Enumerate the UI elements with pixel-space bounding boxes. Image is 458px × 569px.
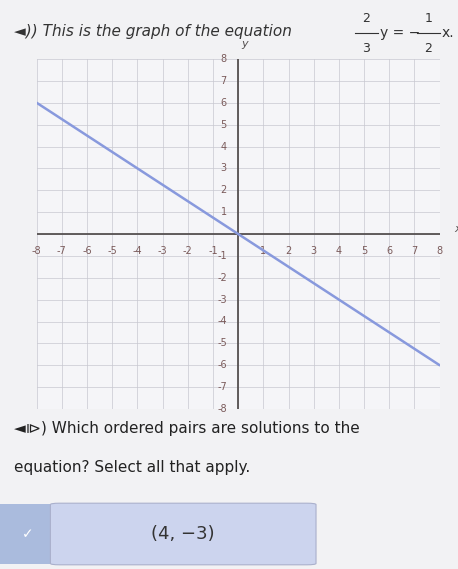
Text: -5: -5: [217, 339, 227, 348]
Text: equation? Select all that apply.: equation? Select all that apply.: [14, 460, 250, 475]
Text: 2: 2: [221, 185, 227, 195]
Text: 8: 8: [436, 246, 443, 256]
Text: -2: -2: [183, 246, 193, 256]
Text: 1: 1: [424, 11, 432, 24]
Text: -7: -7: [217, 382, 227, 392]
Text: 2: 2: [424, 42, 432, 55]
Text: -7: -7: [57, 246, 67, 256]
Text: 6: 6: [386, 246, 393, 256]
Text: x.: x.: [442, 26, 455, 40]
Text: 8: 8: [221, 54, 227, 64]
Text: -3: -3: [217, 295, 227, 304]
Text: -8: -8: [217, 404, 227, 414]
Text: -5: -5: [107, 246, 117, 256]
Text: 3: 3: [362, 42, 371, 55]
Text: ◄⧐) Which ordered pairs are solutions to the: ◄⧐) Which ordered pairs are solutions to…: [14, 421, 360, 436]
Text: 2: 2: [285, 246, 292, 256]
Text: -8: -8: [32, 246, 42, 256]
Text: y = −: y = −: [380, 26, 420, 40]
Text: -4: -4: [217, 316, 227, 327]
Text: -1: -1: [217, 251, 227, 261]
Text: 5: 5: [361, 246, 367, 256]
Text: 6: 6: [221, 98, 227, 108]
Text: 4: 4: [336, 246, 342, 256]
FancyBboxPatch shape: [0, 504, 55, 564]
Text: 3: 3: [311, 246, 317, 256]
Text: 3: 3: [221, 163, 227, 174]
Text: (4, −3): (4, −3): [152, 525, 215, 543]
Text: 7: 7: [221, 76, 227, 86]
Text: 4: 4: [221, 142, 227, 151]
Text: -3: -3: [158, 246, 168, 256]
Text: -2: -2: [217, 273, 227, 283]
Text: 5: 5: [221, 119, 227, 130]
Text: -6: -6: [82, 246, 92, 256]
Text: -6: -6: [217, 360, 227, 370]
Text: 1: 1: [221, 207, 227, 217]
Text: y: y: [241, 39, 248, 49]
Text: -4: -4: [132, 246, 142, 256]
Text: x: x: [454, 224, 458, 233]
Text: ✓: ✓: [22, 527, 33, 541]
Text: 1: 1: [260, 246, 267, 256]
Text: ◄)) This is the graph of the equation: ◄)) This is the graph of the equation: [14, 24, 292, 39]
FancyBboxPatch shape: [50, 503, 316, 565]
Text: 2: 2: [362, 11, 371, 24]
Text: 7: 7: [411, 246, 418, 256]
Text: -1: -1: [208, 246, 218, 256]
